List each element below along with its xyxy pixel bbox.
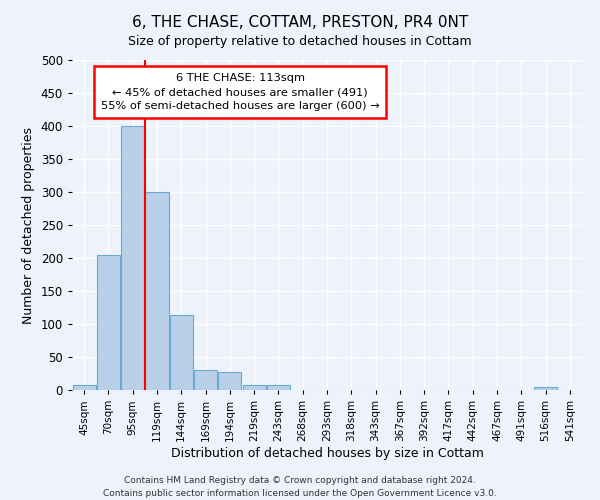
- Text: Size of property relative to detached houses in Cottam: Size of property relative to detached ho…: [128, 35, 472, 48]
- Text: 6, THE CHASE, COTTAM, PRESTON, PR4 0NT: 6, THE CHASE, COTTAM, PRESTON, PR4 0NT: [132, 15, 468, 30]
- Bar: [145, 192, 169, 390]
- Bar: [267, 386, 290, 390]
- Y-axis label: Number of detached properties: Number of detached properties: [22, 126, 35, 324]
- Text: Contains HM Land Registry data © Crown copyright and database right 2024.
Contai: Contains HM Land Registry data © Crown c…: [103, 476, 497, 498]
- Bar: [170, 316, 193, 390]
- Bar: [534, 386, 557, 390]
- Bar: [194, 370, 217, 390]
- Bar: [97, 254, 120, 390]
- Bar: [73, 384, 95, 390]
- Text: 6 THE CHASE: 113sqm
← 45% of detached houses are smaller (491)
55% of semi-detac: 6 THE CHASE: 113sqm ← 45% of detached ho…: [101, 73, 380, 111]
- Bar: [242, 384, 266, 390]
- Bar: [218, 372, 241, 390]
- Bar: [121, 126, 144, 390]
- X-axis label: Distribution of detached houses by size in Cottam: Distribution of detached houses by size …: [170, 446, 484, 460]
